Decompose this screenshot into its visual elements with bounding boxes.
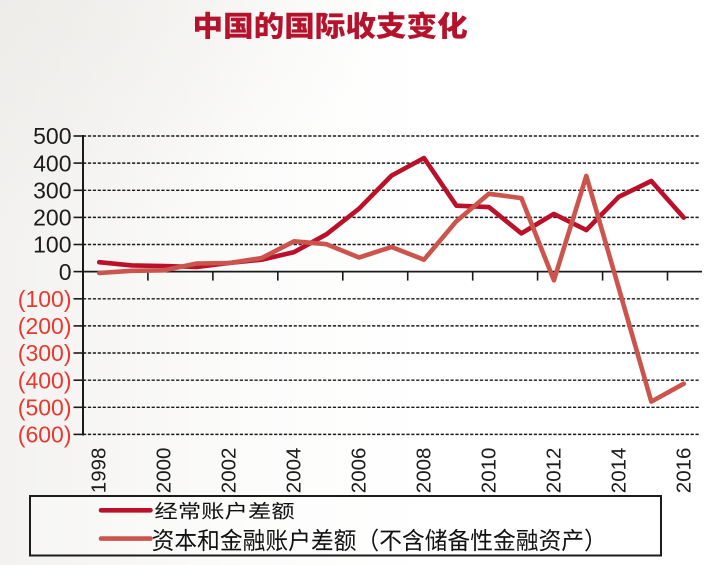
svg-text:400: 400 — [33, 150, 71, 176]
svg-text:2006: 2006 — [348, 448, 371, 494]
svg-text:500: 500 — [33, 123, 71, 149]
svg-text:(100): (100) — [18, 286, 72, 312]
svg-text:(300): (300) — [18, 340, 72, 366]
svg-text:300: 300 — [33, 178, 71, 204]
svg-text:200: 200 — [33, 205, 71, 231]
svg-text:2012: 2012 — [542, 448, 565, 494]
svg-text:2014: 2014 — [607, 448, 630, 494]
svg-text:2002: 2002 — [218, 448, 241, 494]
svg-text:2016: 2016 — [672, 448, 695, 494]
svg-text:(600): (600) — [18, 422, 72, 448]
svg-text:2010: 2010 — [477, 448, 500, 494]
svg-text:1998: 1998 — [88, 448, 111, 494]
svg-text:2008: 2008 — [413, 448, 436, 494]
svg-text:(500): (500) — [18, 395, 72, 421]
svg-text:2004: 2004 — [283, 448, 306, 494]
svg-text:0: 0 — [59, 259, 72, 285]
svg-text:2000: 2000 — [153, 448, 176, 494]
svg-text:(400): (400) — [18, 367, 72, 393]
svg-text:(200): (200) — [18, 313, 72, 339]
svg-text:100: 100 — [33, 232, 71, 258]
